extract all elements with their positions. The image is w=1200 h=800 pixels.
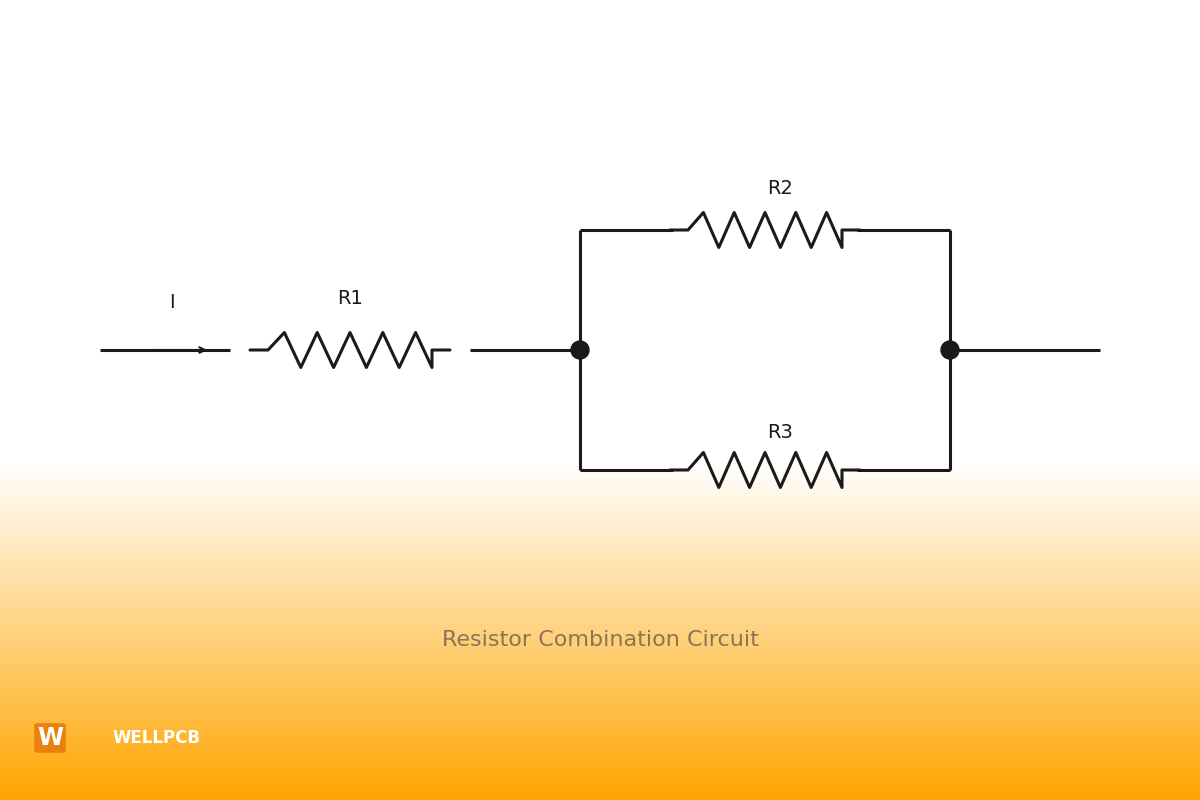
- Text: R3: R3: [767, 423, 793, 442]
- Circle shape: [571, 341, 589, 359]
- Text: W: W: [37, 726, 64, 750]
- Text: I: I: [169, 293, 175, 312]
- Text: WELLPCB: WELLPCB: [112, 729, 200, 747]
- Text: R2: R2: [767, 179, 793, 198]
- Text: R1: R1: [337, 289, 362, 308]
- Circle shape: [941, 341, 959, 359]
- Text: Resistor Combination Circuit: Resistor Combination Circuit: [442, 630, 758, 650]
